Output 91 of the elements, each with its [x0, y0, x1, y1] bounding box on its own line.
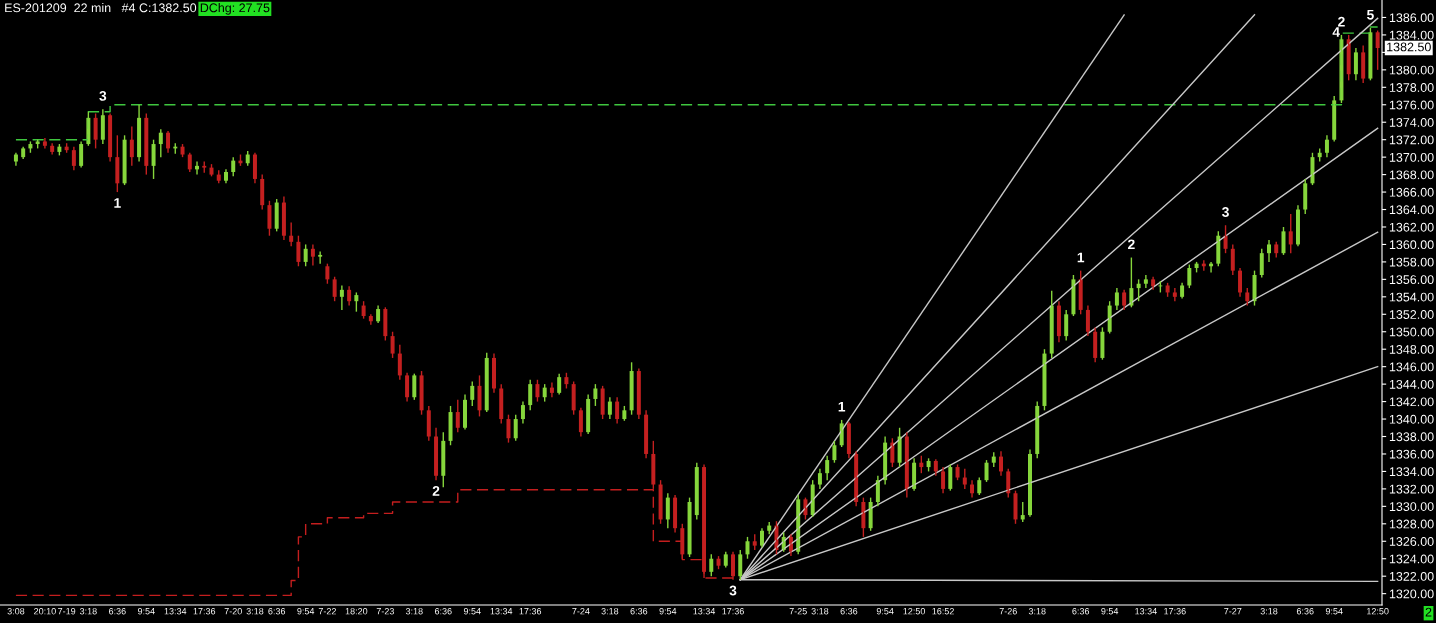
text: 2	[1425, 607, 1432, 617]
x-tick-label: 6:36	[1072, 608, 1090, 615]
x-tick-label: 13:34	[490, 608, 513, 615]
x-tick-label: 3:18	[405, 608, 423, 615]
y-tick-label: 1320.00	[1389, 589, 1434, 599]
x-tick-label: 7-19	[58, 608, 76, 615]
x-tick-label: 17:36	[193, 608, 216, 615]
x-tick-label: 7-26	[999, 608, 1017, 615]
x-tick-label: 9:54	[1325, 608, 1343, 615]
x-tick-label: 7-22	[318, 608, 336, 615]
y-tick-label: 1356.00	[1389, 275, 1434, 285]
y-tick-label: 1378.00	[1389, 83, 1434, 92]
y-tick-label: 1366.00	[1389, 187, 1434, 197]
x-tick-label: 17:36	[722, 608, 744, 615]
x-tick-label: 3:08	[7, 608, 25, 615]
y-tick-label: 1362.00	[1389, 222, 1434, 232]
y-tick-label: 1352.00	[1389, 310, 1434, 319]
x-tick-label: 7-24	[572, 608, 590, 615]
y-tick-label: 1368.00	[1389, 170, 1434, 180]
x-tick-label: 12:50	[903, 608, 926, 615]
x-tick-label: 6:36	[1296, 608, 1314, 615]
x-tick-label: 20:10	[34, 608, 56, 615]
y-tick-label: 1344.00	[1389, 379, 1434, 389]
x-tick-label: 7-23	[376, 608, 394, 615]
y-tick-label: 1358.00	[1389, 257, 1434, 267]
x-tick-label: 7-27	[1224, 608, 1242, 615]
annotation: 2	[1128, 239, 1135, 250]
y-tick-label: 1334.00	[1389, 467, 1434, 477]
x-tick-label: 3:18	[601, 608, 619, 615]
y-tick-label: 1340.00	[1389, 414, 1434, 424]
annotation: 2	[1338, 16, 1345, 27]
chart-subtitle: DChg: 27.75	[200, 3, 270, 15]
y-tick-label: 1386.00	[1389, 13, 1434, 23]
x-tick-label: 9:54	[659, 608, 677, 615]
annotation: 3	[99, 90, 107, 101]
y-tick-label: 1374.00	[1389, 118, 1434, 127]
x-tick-label: 7-25	[789, 608, 807, 615]
y-tick-label: 1322.00	[1389, 571, 1434, 581]
x-tick-label: 6:36	[840, 608, 858, 615]
annotation: 2	[432, 486, 440, 496]
x-tick-label: 9:54	[297, 608, 315, 615]
annotation: 1	[838, 401, 846, 412]
annotation: 4	[1332, 27, 1340, 37]
y-tick-label: 1360.00	[1389, 240, 1434, 250]
annotation: 1	[114, 198, 121, 208]
x-tick-label: 6:36	[630, 608, 648, 615]
y-tick-label: 1346.00	[1389, 362, 1434, 372]
y-tick-label: 1364.00	[1389, 205, 1434, 215]
x-tick-label: 3:18	[246, 608, 264, 615]
x-tick-label: 3:18	[79, 608, 97, 615]
y-tick-label: 1324.00	[1389, 554, 1434, 564]
x-tick-label: 12:50	[1367, 608, 1389, 615]
x-tick-label: 16:52	[932, 608, 954, 615]
x-tick-label: 6:36	[434, 608, 452, 615]
x-tick-label: 9:54	[876, 608, 894, 615]
x-tick-label: 9:54	[137, 608, 155, 615]
x-tick-label: 17:36	[519, 608, 542, 615]
y-tick-label: 1332.00	[1389, 484, 1434, 494]
y-tick-label: 1336.00	[1389, 449, 1434, 459]
x-tick-label: 3:18	[1260, 608, 1278, 615]
x-tick-label: 9:54	[1101, 608, 1119, 615]
y-tick-label: 1384.00	[1389, 30, 1434, 40]
y-tick-label: 1350.00	[1389, 327, 1434, 337]
x-tick-label: 17:36	[1164, 608, 1186, 615]
x-tick-label: 18:20	[345, 608, 368, 615]
x-tick-label: 3:18	[811, 608, 829, 615]
x-tick-label: 6:36	[268, 608, 286, 615]
annotation: 3	[1222, 207, 1229, 217]
y-tick-label: 1342.00	[1389, 397, 1434, 407]
x-tick-label: 13:34	[164, 608, 187, 615]
x-tick-label: 9:54	[463, 608, 481, 615]
y-tick-label: 1330.00	[1389, 502, 1434, 511]
y-tick-label: 1326.00	[1389, 537, 1434, 546]
annotation: 3	[729, 585, 737, 596]
x-tick-label: 7-20	[224, 608, 242, 615]
y-tick-label: 1380.00	[1389, 65, 1434, 75]
y-tick-label: 1370.00	[1389, 152, 1434, 162]
annotation: 1	[1077, 252, 1085, 263]
chart-title: ES-201209 22 min #4 C:1382.50	[5, 3, 197, 13]
y-tick-label: 1338.00	[1389, 432, 1434, 442]
text: 1382.50	[1387, 42, 1431, 52]
x-tick-label: 13:34	[1135, 608, 1157, 615]
y-tick-label: 1348.00	[1389, 345, 1434, 354]
y-tick-label: 1354.00	[1389, 292, 1434, 302]
y-tick-label: 1372.00	[1389, 135, 1434, 145]
y-tick-label: 1376.00	[1389, 100, 1434, 110]
annotation: 5	[1366, 9, 1374, 20]
x-tick-label: 13:34	[693, 608, 716, 615]
y-tick-label: 1328.00	[1389, 519, 1434, 529]
x-tick-label: 3:18	[1028, 608, 1046, 615]
x-tick-label: 6:36	[109, 608, 126, 615]
